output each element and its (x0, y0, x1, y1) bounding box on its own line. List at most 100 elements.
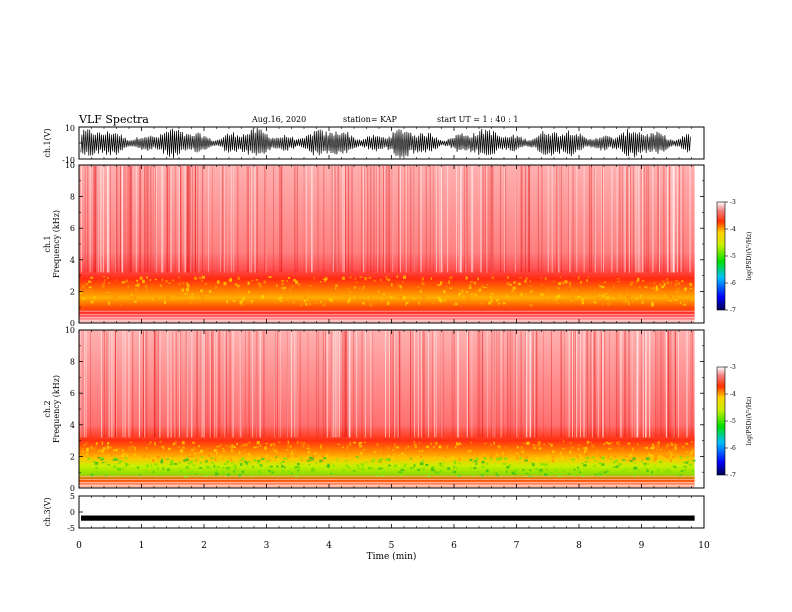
ch2-spectrogram-speck (636, 469, 640, 472)
ch2-spectrogram-speck (124, 462, 128, 464)
ch3-ytick-label: -5 (67, 524, 75, 533)
ch2-spectrogram-speck (302, 444, 305, 448)
ch2-spectrogram-speck (287, 440, 290, 444)
ch2-spectrogram-speck (199, 467, 203, 469)
ch2-spectrogram-speck (326, 447, 329, 449)
ch1-spectrogram-speck (517, 282, 521, 286)
ch2-spectrogram-speck (123, 452, 125, 456)
ch2-spectrogram-speck (489, 443, 493, 446)
ch1-spectrogram-speck (292, 301, 294, 304)
ch2-spectrogram-speck (548, 443, 551, 445)
ch2-spectrogram-speck (483, 457, 487, 461)
ch2-spectrogram-speck (121, 449, 124, 452)
ch2-spectrogram-speck (653, 445, 655, 449)
ch2-spectrogram-speck (277, 458, 280, 462)
ch2-spectrogram-speck (208, 454, 211, 457)
ch2-spectrogram-speck (231, 459, 233, 462)
ch1-spectrogram-speck (556, 300, 559, 305)
ch2-spectrogram-speck (222, 448, 224, 450)
ch2-spectrogram-speck (118, 460, 122, 463)
ch2-spectrogram-speck (633, 466, 636, 470)
ch2-spectrogram-speck (362, 448, 365, 451)
ch1-spectrogram-speck (568, 281, 572, 285)
ch2-spectrogram-speck (308, 472, 311, 475)
ch2-spectrogram-speck (216, 446, 220, 448)
ch2-spectrogram-speck (265, 442, 268, 445)
ch2-spectrogram-speck (344, 460, 347, 462)
ch2-spectrogram-speck (691, 450, 694, 453)
ch2-spectrogram-speck (141, 449, 144, 452)
ch1-spectrogram-speck (577, 275, 580, 280)
ch2-spectrogram-speck (227, 468, 230, 471)
ch2-spectrogram-speck (116, 448, 118, 452)
ch2-spectrogram-speck (220, 454, 222, 458)
ch1-spectrogram-speck (558, 282, 561, 286)
ch2-spectrogram-speck (245, 461, 248, 465)
ch1-spectrogram-speck (165, 280, 168, 283)
ch2-spectrogram-speck (656, 448, 658, 451)
ch1-spectrogram-speck (519, 277, 522, 279)
ch2-spectrogram-speck (398, 471, 401, 473)
ch2-spectrogram-speck (510, 449, 512, 453)
ch2-spectrogram-speck (615, 465, 619, 468)
ch1-spectrogram-speck (679, 301, 682, 305)
ch2-spectrogram-speck (345, 464, 349, 467)
ch2-spectrogram-speck (672, 456, 675, 458)
ch2-spectrogram-speck (579, 454, 581, 458)
ch1-spectrogram-speck (155, 297, 157, 301)
ch2-spectrogram-speck (181, 456, 183, 460)
ch2-colorbar-tick-label: -6 (730, 445, 736, 452)
ch2-spectrogram-speck (445, 445, 449, 450)
ch2-spectrogram-speck (180, 449, 184, 453)
ch2-spectrogram-speck (504, 457, 508, 461)
ch2-spectrogram-speck (603, 471, 607, 474)
ch2-spectrogram-speck (186, 456, 189, 459)
ch1-spectrogram-speck (276, 284, 278, 287)
ch2-spectrogram-speck (234, 456, 236, 460)
ch1-spectrogram-speck (405, 296, 407, 299)
ch2-spectrogram-speck (416, 456, 419, 458)
ch2-spectrogram-speck (105, 460, 107, 463)
ch2-spectrogram-speck (614, 451, 616, 454)
ch2-spectrogram-speck (215, 452, 218, 456)
ch2-spectrogram-speck (183, 447, 187, 449)
ch1-spectrogram-speck (349, 291, 351, 293)
ch2-spectrogram-speck (326, 465, 330, 468)
ch1-spectrogram-speck (400, 285, 402, 289)
ch2-spectrogram-speck (231, 462, 234, 464)
ch2-spectrogram-speck (156, 452, 159, 454)
ch2-spectrogram-speck (168, 447, 171, 451)
ch2-spectrogram-speck (299, 451, 302, 455)
ch2-spectrogram-speck (477, 471, 480, 473)
ch2-spectrogram-speck (630, 459, 633, 463)
ch2-spectrogram-speck (585, 447, 588, 451)
ch2-spectrogram-speck (550, 443, 553, 447)
ch2-spectrogram-speck (653, 459, 656, 462)
ch1-spectrogram-speck (269, 298, 271, 302)
ch2-spectrogram-speck (616, 457, 619, 460)
ch1-spectrogram-speck (191, 293, 194, 296)
ch2-spectrogram-speck (373, 451, 377, 453)
ch2-spectrogram-speck (211, 462, 214, 465)
ch2-ytick-label: 4 (70, 421, 75, 430)
ch1-spectrogram-speck (359, 276, 363, 278)
ch2-spectrogram-speck (196, 459, 199, 461)
ch2-spectrogram-speck (538, 443, 541, 447)
ch1-spectrogram-speck (557, 290, 561, 292)
ch1-spectrogram-speck (281, 287, 285, 289)
ch1-spectrogram-speck (506, 294, 509, 298)
ch2-spectrogram-speck (179, 461, 181, 464)
ch2-spectrogram-speck (648, 453, 650, 456)
ch2-spectrogram-speck (360, 468, 364, 471)
ch2-spectrogram-speck (86, 453, 89, 456)
ch1-colorbar-tick-label: -6 (730, 280, 736, 287)
ch2-spectrogram-speck (490, 455, 493, 459)
ch2-spectrogram-speck (616, 441, 619, 445)
ch2-spectrogram-speck (195, 473, 198, 475)
ch2-spectrogram-speck (222, 466, 224, 469)
ch2-spectrogram-speck (244, 460, 247, 463)
ch1-spectrogram-speck (280, 295, 282, 297)
ch2-spectrogram-speck (583, 449, 587, 454)
ch2-spectrogram-speck (84, 459, 87, 461)
ch1-spectrogram-speck (82, 284, 85, 289)
